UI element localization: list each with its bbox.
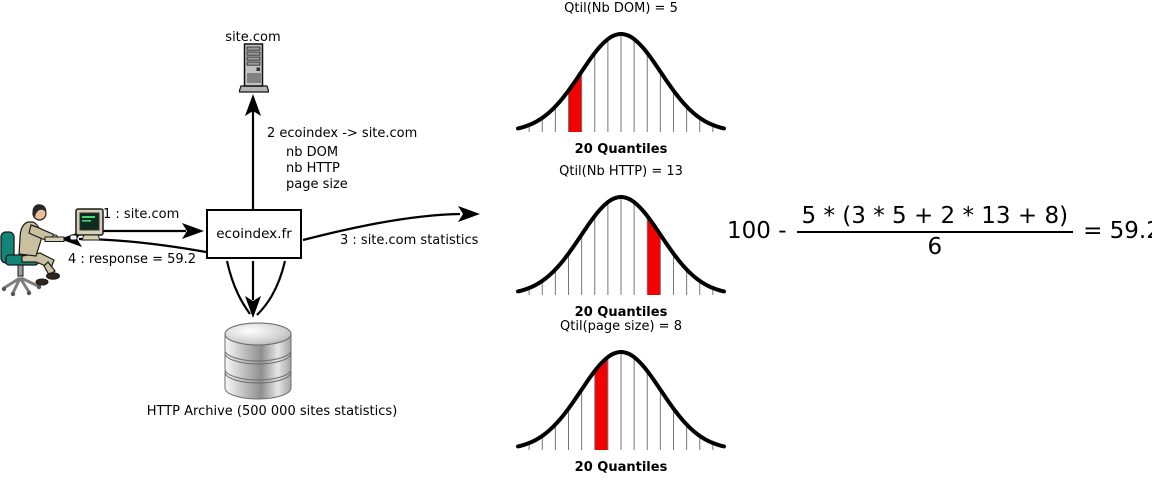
request-label: 1 : site.com (103, 207, 180, 222)
chart-title: Qtil(page size) = 8 (560, 319, 682, 334)
quantile-chart-page-size: Qtil(page size) = 8 20 Quantiles (513, 318, 729, 476)
quantile-gridlines (528, 197, 714, 295)
quantile-highlight (594, 357, 608, 450)
formula-denominator: 6 (927, 233, 943, 260)
gaussian-curve (516, 32, 726, 131)
formula-prefix: 100 - (727, 218, 787, 244)
formula-numerator: 5 * (3 * 5 + 2 * 13 + 8) (801, 202, 1069, 229)
quantile-chart-nb-dom: Qtil(Nb DOM) = 5 20 Quantiles (513, 0, 729, 158)
bell-curve (516, 195, 726, 295)
store-curve-right (256, 260, 287, 316)
store-curve-left (225, 260, 251, 315)
stats-arrowhead (458, 206, 480, 222)
gaussian-curve (516, 350, 726, 449)
formula-result: = 59.2 (1083, 218, 1152, 244)
chart-xlabel: 20 Quantiles (574, 142, 668, 157)
keyboard-icon (44, 236, 65, 242)
server-label: site.com (225, 30, 281, 45)
monitor-icon (75, 208, 104, 241)
gaussian-curve (516, 195, 726, 294)
bell-curve (516, 350, 726, 450)
request-arrowhead (182, 223, 204, 239)
formula-fraction: 5 * (3 * 5 + 2 * 13 + 8) 6 (796, 202, 1074, 260)
user-actor-icon (0, 204, 104, 297)
crawl-arrowhead (245, 94, 261, 116)
chart-title: Qtil(Nb DOM) = 5 (564, 1, 678, 16)
database-label: HTTP Archive (500 000 sites statistics) (146, 404, 398, 419)
crawl-items: nb DOM nb HTTP page size (286, 145, 348, 193)
crawl-item: nb HTTP (286, 161, 340, 176)
response-label: 4 : response = 59.2 (68, 252, 197, 267)
fraction-bar (796, 230, 1074, 233)
chart-xlabel: 20 Quantiles (574, 460, 668, 475)
server-icon (239, 43, 269, 93)
quantile-highlight (647, 216, 661, 295)
quantile-gridlines (528, 352, 714, 450)
mouse-icon (69, 234, 78, 241)
quantile-chart-nb-http: Qtil(Nb HTTP) = 13 20 Quantiles (513, 163, 729, 321)
engine-box: ecoindex.fr (206, 209, 302, 259)
crawl-label: 2 ecoindex -> site.com (267, 126, 418, 141)
crawl-item: nb DOM (286, 145, 339, 160)
bell-curve (516, 32, 726, 132)
crawl-item: page size (286, 177, 348, 192)
person-icon (18, 204, 60, 286)
score-formula: 100 - 5 * (3 * 5 + 2 * 13 + 8) 6 = 59.2 (727, 197, 1152, 265)
quantile-gridlines (528, 34, 714, 132)
store-arrowhead (245, 296, 261, 318)
chart-title: Qtil(Nb HTTP) = 13 (559, 164, 683, 179)
chart-xlabel: 20 Quantiles (574, 305, 668, 320)
database-icon (224, 322, 292, 400)
stats-label: 3 : site.com statistics (340, 233, 479, 248)
engine-label: ecoindex.fr (216, 225, 292, 242)
